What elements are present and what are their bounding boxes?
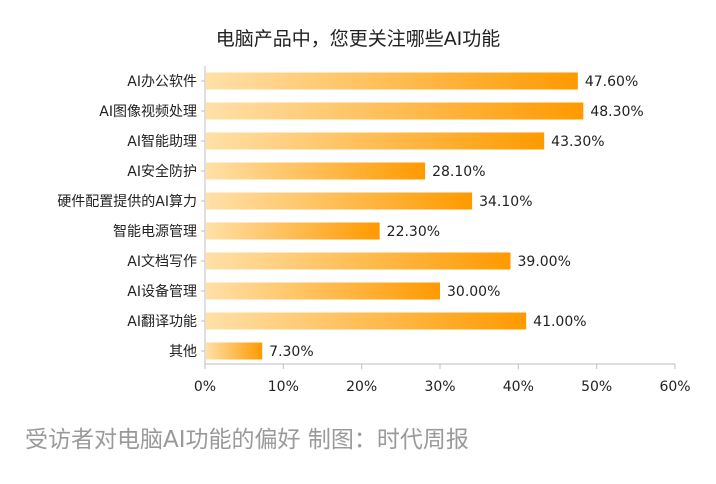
value-label: 22.30% xyxy=(387,224,440,240)
x-tick-label: 30% xyxy=(424,379,455,395)
value-label: 43.30% xyxy=(551,134,604,150)
bar xyxy=(206,252,511,270)
x-tick-label: 0% xyxy=(194,379,216,395)
x-tick-label: 10% xyxy=(268,379,299,395)
value-label: 39.00% xyxy=(518,254,571,270)
category-label: AI翻译功能 xyxy=(127,314,197,330)
value-label: 41.00% xyxy=(533,314,586,330)
category-label: 智能电源管理 xyxy=(113,224,197,240)
x-tick-label: 60% xyxy=(659,379,690,395)
bar xyxy=(206,72,578,90)
x-tick-label: 40% xyxy=(503,379,534,395)
category-label: AI文档写作 xyxy=(127,254,197,270)
category-label: AI安全防护 xyxy=(127,163,197,180)
category-label: AI办公软件 xyxy=(127,74,197,90)
bar xyxy=(206,312,527,330)
bar xyxy=(206,162,426,180)
category-label: AI设备管理 xyxy=(127,283,197,300)
value-label: 34.10% xyxy=(479,194,532,210)
bar xyxy=(206,282,440,300)
category-label: 其他 xyxy=(169,344,197,360)
value-label: 48.30% xyxy=(590,104,643,120)
value-label: 28.10% xyxy=(432,164,485,180)
x-tick-label: 50% xyxy=(581,379,612,395)
bars-group xyxy=(206,72,584,360)
bar xyxy=(206,342,263,360)
value-label: 30.00% xyxy=(447,284,500,300)
chart-title: 电脑产品中，您更关注哪些AI功能 xyxy=(215,28,501,50)
bar xyxy=(206,102,584,120)
chart-caption: 受访者对电脑AI功能的偏好 制图：时代周报 xyxy=(25,427,469,453)
axis-group xyxy=(201,66,676,369)
labels-group: 0% 10% 20% 30% 40% 50% 60% AI办公软件 47.60% AI图像视频处理… xyxy=(57,74,690,395)
category-label: AI智能助理 xyxy=(127,134,197,150)
category-label: 硬件配置提供的AI算力 xyxy=(57,194,197,210)
bar xyxy=(206,132,545,150)
bar xyxy=(206,222,380,240)
x-tick-label: 20% xyxy=(346,379,377,395)
bar xyxy=(206,192,473,210)
value-label: 47.60% xyxy=(585,74,638,90)
value-label: 7.30% xyxy=(269,344,313,360)
bar-chart: 0% 10% 20% 30% 40% 50% 60% AI办公软件 47.60% AI图像视频处理… xyxy=(57,66,691,395)
category-label: AI图像视频处理 xyxy=(99,104,197,120)
